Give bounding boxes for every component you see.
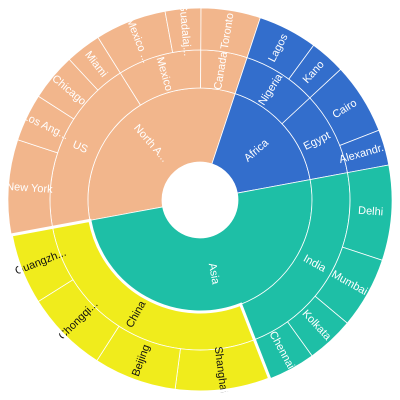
segment-kano[interactable] bbox=[288, 44, 342, 99]
outline-china bbox=[9, 218, 272, 394]
label-shanghai: Shanghai bbox=[212, 346, 229, 394]
label-delhi: Delhi bbox=[358, 205, 384, 219]
segment-cairo[interactable] bbox=[309, 68, 380, 147]
label-new-york: New York bbox=[6, 181, 54, 196]
center-hole bbox=[162, 162, 238, 238]
segment-miami[interactable] bbox=[68, 36, 121, 91]
label-us: US bbox=[71, 139, 90, 156]
segment-lagos[interactable] bbox=[246, 17, 315, 80]
label-guadalajara: Guadalaj... bbox=[176, 3, 193, 57]
segment-alexandria[interactable] bbox=[339, 129, 390, 174]
segment-kolkata[interactable] bbox=[286, 295, 348, 357]
segment-chennai[interactable] bbox=[253, 321, 313, 380]
segment-mumbai[interactable] bbox=[314, 246, 383, 324]
label-toronto: Toronto bbox=[219, 12, 237, 50]
segment-guadalajara[interactable] bbox=[164, 7, 202, 53]
segment-toronto[interactable] bbox=[200, 7, 261, 59]
segment-delhi[interactable] bbox=[341, 164, 393, 261]
label-asia: Asia bbox=[206, 262, 222, 286]
segment-mexico-city[interactable] bbox=[97, 10, 174, 74]
